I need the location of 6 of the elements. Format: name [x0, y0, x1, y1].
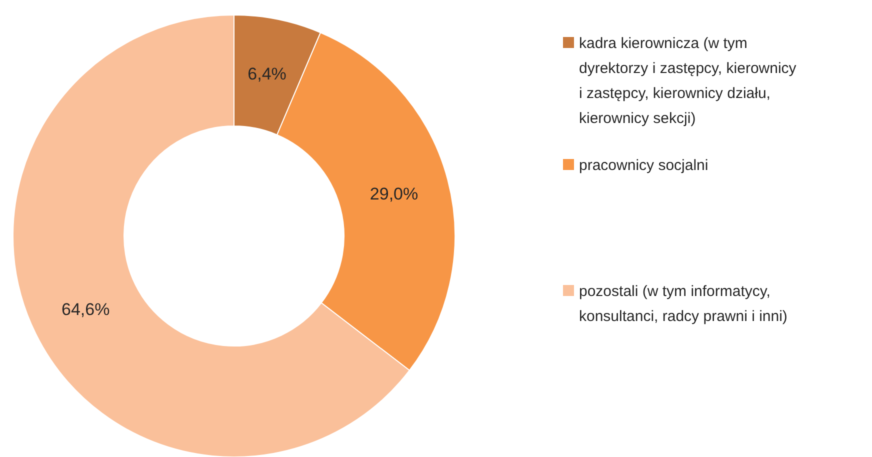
- data-label: 64,6%: [62, 300, 110, 319]
- data-label: 6,4%: [248, 64, 286, 84]
- legend-label: pozostali (w tym informatycy, konsultanci, radcy prawni i inni): [579, 282, 788, 324]
- legend-label: pracownicy socjalni: [579, 156, 708, 174]
- data-label: 29,0%: [370, 184, 418, 204]
- legend-label: kadra kierownicza (w tym dyrektorzy i zastępcy, kierownicy i zastępcy, kierownicy działu, kierownicy sekcji): [579, 34, 797, 126]
